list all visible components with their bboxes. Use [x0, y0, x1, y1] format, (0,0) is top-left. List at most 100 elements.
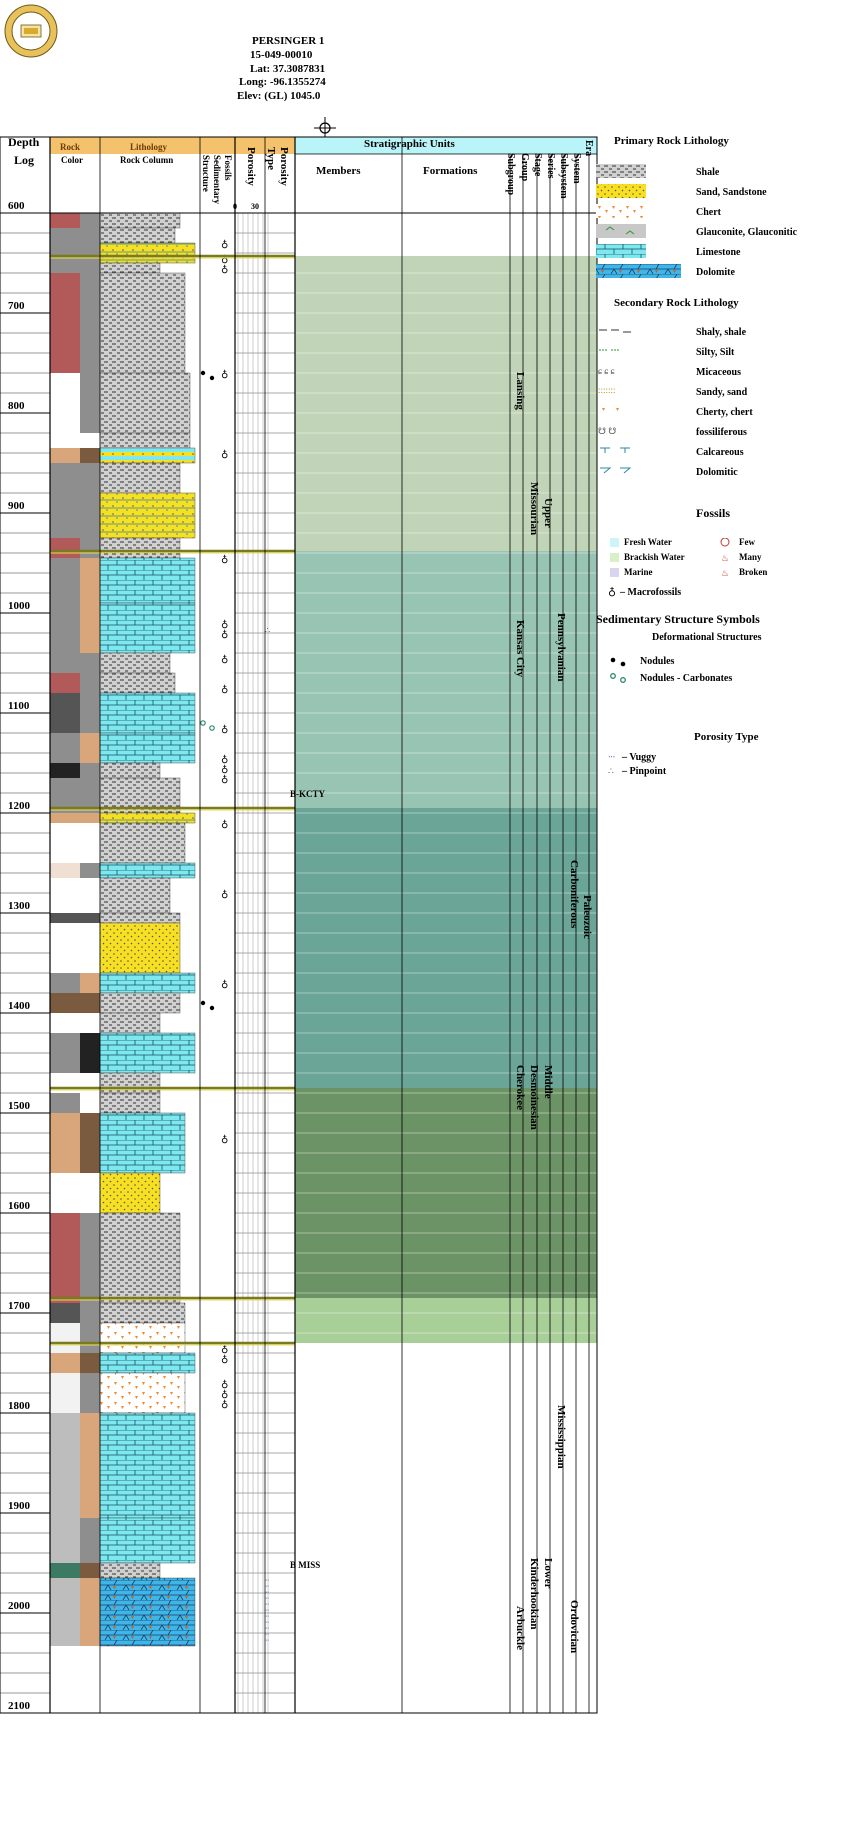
- svg-text:♨: ♨: [721, 568, 729, 578]
- legend-chert: Chert: [696, 207, 721, 218]
- porosity-scale-min: 0: [233, 202, 237, 211]
- well-header: PERSINGER 1 15-049-00010 Lat: 37.3087831…: [230, 35, 410, 104]
- legend-nodules-carbonates: Nodules - Carbonates: [640, 673, 733, 684]
- vuggy-mark: ᐧᐧ: [265, 1600, 269, 1609]
- macrofossil-mark: ♁: [221, 239, 228, 250]
- well-location-icon: [314, 117, 336, 139]
- rock-color-alt-32: [80, 1173, 100, 1213]
- rock-color-28: [50, 1033, 80, 1073]
- system-mississippian: Mississippian: [555, 1405, 567, 1469]
- macrofossil-mark: ♁: [221, 724, 228, 735]
- structure-header: Structure: [201, 155, 211, 192]
- lithology-15: [99, 692, 196, 734]
- legend-primary-title: Primary Rock Lithology: [614, 135, 729, 147]
- depth-label: 800: [8, 400, 25, 412]
- rock-color-8: [50, 463, 80, 493]
- vuggy-mark: ᐧᐧ: [265, 1576, 269, 1585]
- series-lower: Lower: [542, 1558, 554, 1589]
- lithology-7: [99, 447, 196, 464]
- legend-limestone: Limestone: [696, 247, 741, 258]
- series-header: Series: [545, 153, 556, 179]
- rock-color-23: [50, 913, 80, 923]
- system-ordovician: Ordovician: [568, 1600, 580, 1654]
- lithology-28: [99, 1032, 196, 1074]
- pinpoint-mark: ∴: [265, 626, 270, 635]
- rock-color-7: [50, 448, 80, 463]
- stage-kinderhookian: Kinderhookian: [528, 1558, 540, 1630]
- rock-color-35: [50, 1323, 80, 1353]
- lithology-31: [99, 1112, 186, 1174]
- lithology-header: Lithology: [130, 142, 168, 152]
- rock-color-19: [50, 813, 80, 823]
- system-pennsylvanian: Pennsylvanian: [555, 613, 567, 682]
- legend-secondary-title: Secondary Rock Lithology: [614, 297, 739, 309]
- rock-color-alt-20: [80, 823, 100, 863]
- rock-color-alt-36: [80, 1353, 100, 1373]
- rock-color-alt-41: [80, 1578, 100, 1646]
- rock-color-12: [50, 603, 80, 653]
- depth-label: 1900: [8, 1500, 30, 1512]
- rock-color-21: [50, 863, 80, 878]
- svg-text:ɕ ɕ ɕ: ɕ ɕ ɕ: [598, 366, 614, 376]
- strat-zone-0: [295, 256, 597, 551]
- rock-color-alt-15: [80, 693, 100, 733]
- well-name: PERSINGER 1: [252, 35, 325, 47]
- svg-text::::::::: :::::::: [598, 385, 616, 395]
- lithology-16: [99, 732, 196, 764]
- strat-units-header: Stratigraphic Units: [364, 138, 455, 150]
- rock-color-22: [50, 878, 80, 913]
- macrofossil-mark: ♁: [221, 684, 228, 695]
- nodule-mark: [200, 370, 206, 376]
- rock-color-alt-19: [80, 813, 100, 823]
- depth-label: 1700: [8, 1300, 30, 1312]
- depth-label: 1800: [8, 1400, 30, 1412]
- lithology-22: [99, 877, 171, 914]
- rock-color-alt-8: [80, 463, 100, 493]
- rock-color-alt-30: [80, 1093, 100, 1113]
- log-grid: [0, 212, 597, 1714]
- lithology-20: [99, 822, 186, 864]
- macrofossil-mark: ♁: [221, 1389, 228, 1400]
- macrofossil-mark: ♁: [221, 1354, 228, 1365]
- rock-color-alt-13: [80, 653, 100, 673]
- lithology-35: [99, 1322, 186, 1354]
- macrofossil-mark: ♁: [221, 264, 228, 275]
- rock-column-header: Rock Column: [120, 155, 174, 165]
- legend-fresh-water: Fresh Water: [624, 537, 672, 547]
- lithology-32: [99, 1172, 161, 1214]
- rock-color-alt-27: [80, 1013, 100, 1033]
- macrofossil-mark: ♁: [221, 629, 228, 640]
- rock-color-alt-18: [80, 778, 100, 813]
- lithology-4: [99, 272, 186, 374]
- rock-color-alt-16: [80, 733, 100, 763]
- rock-color-27: [50, 1013, 80, 1033]
- rock-color-alt-24: [80, 923, 100, 973]
- legend-sandy: Sandy, sand: [696, 387, 748, 398]
- rock-color-24: [50, 923, 80, 973]
- lithology-34: [99, 1302, 186, 1324]
- nodules-icon: [610, 657, 626, 683]
- macrofossil-mark: ♁: [221, 819, 228, 830]
- rock-color-alt-12: [80, 603, 100, 653]
- porosity-header: Porosity: [245, 147, 257, 186]
- series-middle: Middle: [542, 1065, 554, 1099]
- lithology-3: [99, 262, 161, 274]
- rock-color-alt-3: [80, 263, 100, 273]
- lithology-19: [99, 812, 196, 824]
- swatch-limestone: [596, 244, 646, 258]
- macrofossil-mark: ♁: [221, 979, 228, 990]
- lithology-12: [99, 602, 196, 654]
- macrofossil-mark: ♁: [221, 654, 228, 665]
- depth-label: 2100: [8, 1700, 30, 1712]
- lithology-36: [99, 1352, 196, 1374]
- rock-color-alt-10: [80, 538, 100, 558]
- rock-color-alt-17: [80, 763, 100, 778]
- lithology-13: [99, 652, 171, 674]
- rock-color-6: [50, 433, 80, 448]
- vuggy-mark: ᐧᐧ: [265, 1606, 269, 1615]
- macrofossil-mark: ♁: [221, 369, 228, 380]
- rock-color-alt-31: [80, 1113, 100, 1173]
- rock-color-39: [50, 1518, 80, 1563]
- rock-color-26: [50, 993, 80, 1013]
